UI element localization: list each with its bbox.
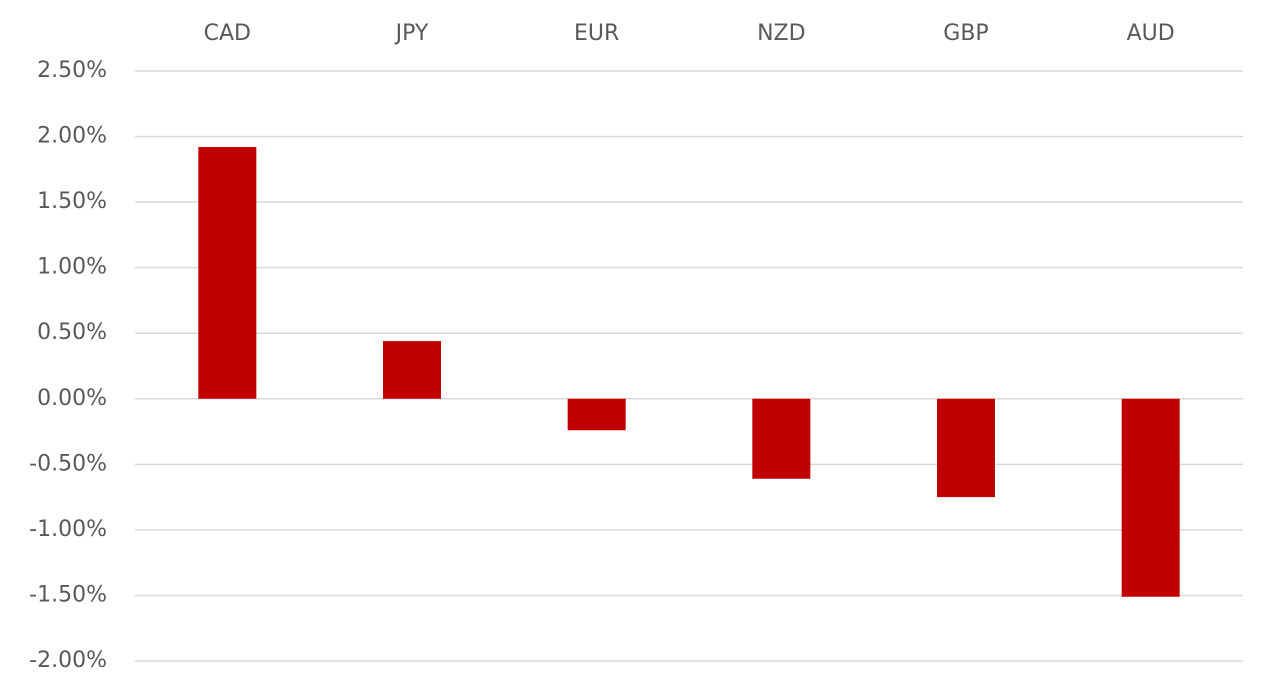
y-tick-label: 0.50% [37,320,107,345]
y-tick-label: 1.50% [37,189,107,214]
y-tick-label: 1.00% [37,255,107,280]
bar [937,398,995,498]
bar [383,341,441,399]
y-tick-label: 0.00% [37,386,107,411]
bar [198,147,257,399]
y-tick-label: -1.00% [29,517,107,542]
bar [752,398,811,479]
x-tick-label: GBP [943,21,988,46]
x-tick-label: EUR [574,21,619,46]
bar [567,398,626,431]
bar [1121,398,1180,597]
y-tick-label: 2.00% [37,124,107,149]
x-tick-label: CAD [204,21,251,46]
x-tick-label: JPY [394,21,429,46]
y-tick-label: -2.00% [29,648,107,673]
y-tick-label: -1.50% [29,582,107,607]
y-tick-label: -0.50% [29,451,107,476]
x-tick-label: AUD [1127,21,1175,46]
x-tick-label: NZD [757,21,805,46]
y-tick-label: 2.50% [37,58,107,83]
